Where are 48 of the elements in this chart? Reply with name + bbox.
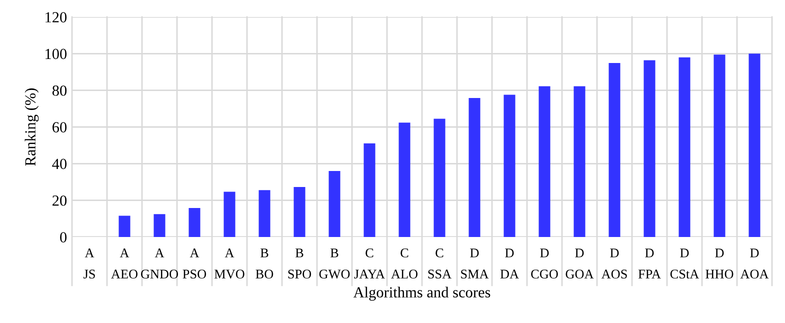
bar xyxy=(224,192,236,237)
y-axis-title: Ranking (%) xyxy=(24,88,39,166)
x-tick-label: D HHO xyxy=(706,248,734,279)
x-tick-label: B BO xyxy=(256,248,274,279)
bar xyxy=(434,118,446,237)
bar xyxy=(504,94,516,237)
y-tick-label: 20 xyxy=(52,195,67,206)
x-tick-label: B GWO xyxy=(319,248,350,279)
x-tick-label: C SSA xyxy=(428,248,452,279)
y-tick-label: 60 xyxy=(52,122,67,132)
bar xyxy=(188,208,200,237)
x-tick-label: D CGO xyxy=(531,248,558,279)
x-axis-title: Algorithms and scores xyxy=(353,286,490,301)
y-tick-label: 80 xyxy=(52,85,67,96)
bar xyxy=(294,186,306,237)
bar xyxy=(608,63,620,237)
bar xyxy=(118,216,130,237)
x-tick-label: D GOA xyxy=(566,248,594,279)
bar xyxy=(574,86,586,237)
x-tick-label: B SPO xyxy=(288,248,312,279)
x-tick-label: D DA xyxy=(500,248,519,278)
y-tick-label: 100 xyxy=(46,48,67,60)
x-tick-label: C JAYA xyxy=(354,248,385,279)
bar xyxy=(538,86,550,237)
bar xyxy=(644,60,656,237)
x-tick-label: C ALO xyxy=(391,248,418,279)
x-tick-label: D AOA xyxy=(740,248,769,279)
bar xyxy=(328,171,340,237)
bar xyxy=(398,122,410,237)
x-tick-label: D CStA xyxy=(670,248,700,279)
bar xyxy=(258,190,270,237)
y-tick-label: 120 xyxy=(46,12,67,22)
x-tick-label: A JS xyxy=(84,248,95,279)
x-tick-label: D AOS xyxy=(601,248,627,279)
bar xyxy=(154,214,166,237)
bar xyxy=(748,54,760,237)
x-tick-label: A MVO xyxy=(214,248,244,279)
x-tick-label: A PSO xyxy=(182,248,206,279)
y-tick-label: 0 xyxy=(60,232,67,242)
y-tick-label: 40 xyxy=(52,158,67,170)
x-tick-label: A AEO xyxy=(111,248,138,279)
bar xyxy=(364,143,376,237)
bar xyxy=(468,98,480,237)
x-tick-label: D FPA xyxy=(638,248,661,278)
bar xyxy=(714,54,726,237)
x-tick-label: A GNDO xyxy=(140,248,178,279)
bar xyxy=(678,57,690,237)
x-tick-label: D SMA xyxy=(461,248,489,279)
